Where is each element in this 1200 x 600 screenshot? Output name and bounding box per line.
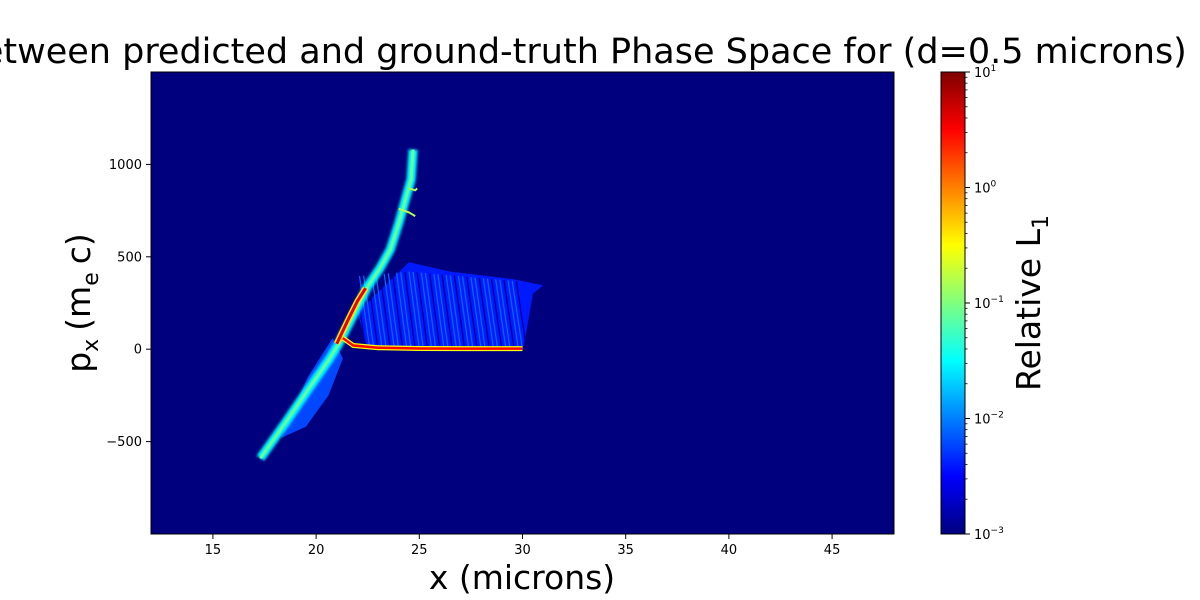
y-label-close: c)	[59, 233, 98, 264]
fan-streak	[461, 276, 474, 350]
fan-streak	[482, 278, 495, 350]
y-axis-ticks: −500 0 500 1000	[106, 158, 151, 450]
fan-streak	[375, 274, 387, 350]
fan-streak	[424, 273, 437, 350]
hot-spine	[335, 287, 367, 345]
chart-title: L1 error between predicted and ground-tr…	[0, 32, 1200, 72]
fan-streak	[490, 278, 503, 350]
y-tick-label: −500	[106, 435, 142, 450]
x-tick-label: 35	[617, 543, 634, 558]
fan-streak	[503, 280, 515, 350]
colorbar-label-main: Relative L	[1009, 228, 1048, 391]
x-tick-label: 45	[824, 543, 841, 558]
colorbar-tick-label: 10−2	[974, 411, 1004, 428]
colorbar-label-sub: 1	[1029, 215, 1054, 229]
colorbar-ticks: 101 100 10−1 10−2 10−3	[965, 64, 1004, 543]
colorbar	[941, 72, 965, 534]
y-axis-label: px (me c)	[59, 233, 104, 373]
fan-streak	[478, 277, 491, 350]
y-label-open: (m	[59, 286, 98, 331]
x-tick-label: 20	[308, 543, 325, 558]
y-label-sub2: e	[79, 272, 104, 286]
y-label-sub: x	[79, 339, 104, 352]
fan-streak	[515, 281, 528, 350]
spine-arm-mid	[398, 207, 416, 217]
y-label-main: p	[59, 352, 98, 373]
fan-streak	[495, 279, 507, 350]
colorbar-tick-label: 101	[974, 64, 996, 81]
fan-streak	[474, 277, 486, 350]
fan-streak	[441, 274, 453, 350]
colorbar-tick-label: 10−1	[974, 295, 1004, 312]
fan-streak	[412, 271, 425, 350]
fan-streak	[466, 276, 478, 350]
x-tick-label: 15	[205, 543, 222, 558]
fan-streak	[445, 274, 458, 350]
spine-arm-top	[408, 187, 418, 192]
hot-band	[342, 337, 523, 350]
fan-streak	[379, 274, 392, 350]
fan-streak	[453, 275, 466, 350]
colorbar-tick-label: 10−3	[974, 526, 1004, 543]
fan-streak	[354, 276, 367, 350]
fan-streak	[470, 277, 482, 350]
fan-streak	[507, 280, 520, 350]
fan-streak	[420, 272, 433, 350]
fan-streak	[383, 273, 396, 350]
fan-streak	[391, 273, 404, 350]
x-tick-label: 25	[411, 543, 428, 558]
fan-streak	[486, 278, 499, 350]
fan-streak	[511, 280, 524, 350]
heatmap-data	[256, 149, 544, 461]
colorbar-tick-label: 100	[974, 180, 997, 197]
fan-streak	[449, 275, 462, 350]
fan-streak	[387, 273, 400, 350]
colorbar-label: Relative L1	[1009, 215, 1054, 391]
y-tick-label: 500	[117, 250, 142, 265]
x-tick-label: 40	[721, 543, 738, 558]
fan-streak	[408, 271, 420, 350]
fan-streak	[358, 275, 371, 350]
fan-streak	[437, 274, 449, 350]
fan-streak	[499, 279, 511, 350]
fan-streak	[433, 273, 445, 350]
fan-streak	[416, 272, 429, 350]
fan-streak	[457, 275, 470, 350]
y-tick-label: 0	[134, 343, 142, 358]
x-tick-label: 30	[514, 543, 531, 558]
x-axis-ticks: 15 20 25 30 35 40 45	[205, 534, 841, 558]
fan-streak	[395, 272, 408, 350]
fan-streak	[404, 271, 416, 350]
fan-streak	[400, 272, 412, 350]
x-axis-label: x (microns)	[429, 558, 615, 597]
fan-streak	[428, 273, 441, 350]
y-tick-label: 1000	[109, 158, 142, 173]
fan-streak	[371, 274, 383, 350]
